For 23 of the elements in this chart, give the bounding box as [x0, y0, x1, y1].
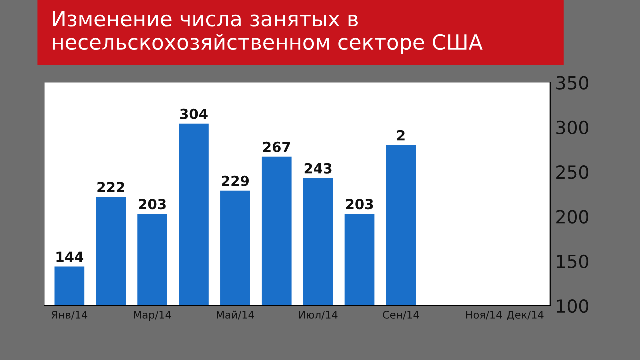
x-tick-label: Дек/14 — [507, 311, 544, 320]
annotation: 2 — [397, 130, 405, 141]
data-label: 203 — [346, 199, 374, 210]
x-tick-label: Мар/14 — [134, 311, 172, 321]
data-label: 203 — [139, 199, 166, 210]
data-label: 243 — [304, 163, 332, 174]
chart-title: Изменение числа занятых в несельскохозяйственном секторе США — [53, 11, 483, 54]
y-tick-label: 250 — [556, 166, 589, 180]
data-label: 229 — [222, 176, 250, 186]
data-label: 144 — [56, 252, 84, 262]
x-tick-label: Июл/14 — [299, 311, 338, 320]
y-tick-label: 350 — [556, 76, 589, 90]
x-tick-label: Ноя/14 — [466, 311, 502, 320]
y-tick-label: 100 — [557, 299, 589, 314]
x-tick-label: Янв/14 — [52, 311, 88, 320]
x-tick-label: Сен/14 — [383, 311, 420, 320]
y-tick-label: 300 — [556, 120, 589, 135]
y-tick-label: 150 — [557, 254, 589, 268]
data-label: 222 — [98, 182, 124, 192]
data-label: 304 — [180, 108, 208, 120]
data-label: 267 — [263, 142, 290, 152]
y-tick-label: 200 — [556, 210, 589, 224]
x-tick-label: Май/14 — [217, 310, 254, 320]
